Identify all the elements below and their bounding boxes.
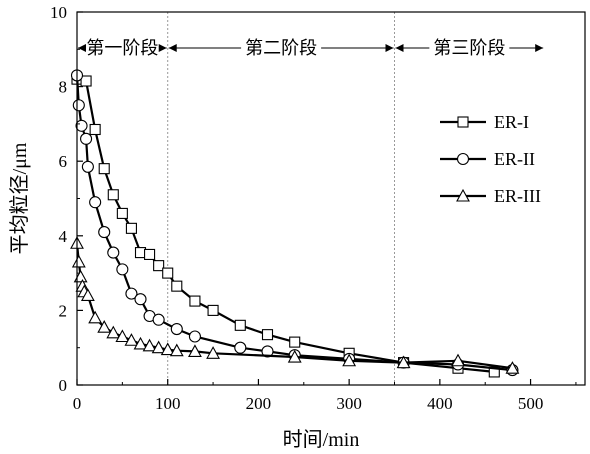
stage-annotation: 第一阶段	[78, 38, 167, 58]
data-point	[134, 293, 147, 306]
data-point	[451, 353, 465, 367]
data-point	[505, 361, 520, 374]
data-point	[107, 246, 120, 259]
stage-arrowhead	[158, 44, 167, 52]
data-point	[342, 353, 357, 367]
data-point	[134, 247, 147, 259]
y-tick-label: 0	[59, 376, 68, 395]
legend-marker	[457, 116, 469, 128]
y-tick-label: 6	[59, 152, 68, 171]
data-point	[133, 336, 148, 350]
data-point	[97, 320, 112, 333]
data-point	[89, 196, 102, 209]
x-tick-label: 200	[246, 394, 272, 413]
data-point	[206, 346, 220, 359]
series-er-ii	[70, 69, 519, 377]
series-er-i	[71, 73, 500, 378]
data-point	[106, 325, 121, 339]
data-point	[107, 189, 119, 201]
data-point	[81, 160, 94, 173]
stage-arrowhead	[168, 44, 177, 52]
stage-arrowhead	[385, 44, 394, 52]
y-tick-label: 4	[59, 227, 68, 246]
data-point	[188, 344, 202, 357]
data-point	[80, 288, 95, 302]
data-point	[188, 330, 201, 343]
legend-marker	[456, 188, 470, 202]
data-point	[261, 329, 274, 341]
series-line	[76, 78, 495, 373]
data-point	[144, 248, 156, 260]
data-point	[116, 207, 128, 219]
data-point	[153, 260, 165, 272]
x-tick-label: 0	[73, 394, 82, 413]
x-axis-title: 时间/min	[283, 428, 360, 451]
legend-entry: ER-I	[440, 112, 529, 132]
series-line	[75, 75, 513, 372]
data-point	[160, 342, 175, 356]
x-tick-label: 300	[336, 394, 362, 413]
data-point	[234, 341, 247, 354]
data-point	[125, 222, 137, 234]
data-point	[142, 338, 157, 352]
stage-label: 第一阶段	[86, 38, 158, 58]
data-point	[80, 132, 93, 145]
x-tick-label: 400	[427, 394, 453, 413]
data-point	[115, 329, 130, 343]
legend-marker	[456, 152, 470, 166]
data-point	[151, 340, 166, 354]
data-point	[125, 287, 138, 300]
legend-label: ER-I	[494, 112, 529, 132]
x-tick-label: 100	[155, 394, 181, 413]
data-point	[396, 355, 411, 369]
stage-label: 第三阶段	[433, 38, 505, 58]
data-point	[162, 267, 174, 279]
stage-arrowhead	[535, 44, 544, 52]
legend-entry: ER-III	[440, 186, 541, 206]
legend-label: ER-II	[494, 149, 535, 169]
data-point	[73, 269, 88, 283]
y-tick-label: 2	[59, 301, 68, 320]
stage-arrowhead	[395, 44, 404, 52]
data-point	[207, 304, 219, 316]
data-point	[80, 75, 92, 87]
series-layer	[70, 69, 520, 378]
stage-label: 第二阶段	[245, 38, 317, 58]
stage-arrowhead	[78, 44, 86, 52]
data-point	[98, 163, 110, 175]
data-point	[89, 123, 101, 136]
legend-entry: ER-II	[440, 149, 535, 169]
data-point	[287, 349, 302, 363]
data-point	[234, 319, 246, 331]
x-tick-label: 500	[518, 394, 544, 413]
data-point	[75, 119, 88, 132]
data-point	[261, 345, 274, 358]
axis-layer: 0 100 200 300 400 500 0 2 4 6 8 10	[50, 3, 577, 413]
data-point	[72, 99, 85, 112]
data-point	[189, 295, 201, 307]
stage-layer: 第一阶段 第二阶段 第三阶段	[78, 12, 544, 385]
data-point	[488, 366, 500, 378]
data-point	[152, 313, 165, 326]
data-point	[116, 263, 129, 276]
data-point	[71, 254, 86, 268]
stage-annotation: 第二阶段	[168, 38, 394, 58]
data-point	[124, 333, 139, 346]
stage-annotation: 第三阶段	[395, 38, 544, 58]
y-tick-label: 10	[50, 3, 67, 22]
data-point	[171, 280, 183, 292]
series-er-iii	[70, 236, 520, 374]
data-point	[170, 322, 183, 336]
data-point	[169, 343, 184, 357]
y-axis-title: 平均粒径/μm	[8, 142, 31, 254]
data-point	[289, 336, 301, 348]
data-point	[88, 310, 103, 324]
data-point	[98, 226, 111, 239]
y-tick-label: 8	[59, 78, 68, 97]
legend: ER-I ER-II ER-III	[440, 112, 541, 206]
legend-label: ER-III	[494, 186, 541, 206]
